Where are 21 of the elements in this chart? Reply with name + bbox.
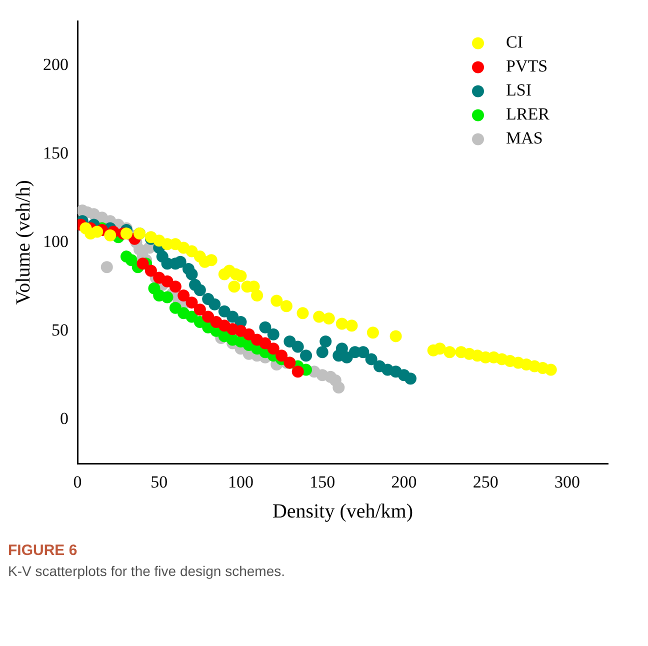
x-tick-label: 300 <box>554 472 580 492</box>
y-axis-title: Volume (veh/h) <box>12 180 34 305</box>
legend-label: LRER <box>506 104 550 124</box>
y-tick-label: 100 <box>43 232 68 251</box>
y-tick-label: 0 <box>60 408 68 428</box>
y-tick-label: 200 <box>43 54 68 74</box>
legend-label: LSI <box>506 80 532 100</box>
x-axis-title: Density (veh/km) <box>272 500 414 522</box>
y-tick-label: 150 <box>43 143 68 162</box>
x-tick-label: 200 <box>391 472 417 492</box>
legend-label: CI <box>506 32 524 52</box>
caption: FIGURE 6 <box>8 542 78 559</box>
x-tick-label: 100 <box>228 472 254 492</box>
y-tick-label: 50 <box>52 320 68 340</box>
x-tick-label: 250 <box>472 472 498 492</box>
x-tick-label: 0 <box>73 472 82 492</box>
x-tick-label: 50 <box>150 472 168 492</box>
legend-label: MAS <box>506 128 543 148</box>
text: K-V scatterplots for the five design schemes. <box>8 563 286 579</box>
x-tick-label: 150 <box>310 472 336 492</box>
legend-label: PVTS <box>506 56 548 76</box>
